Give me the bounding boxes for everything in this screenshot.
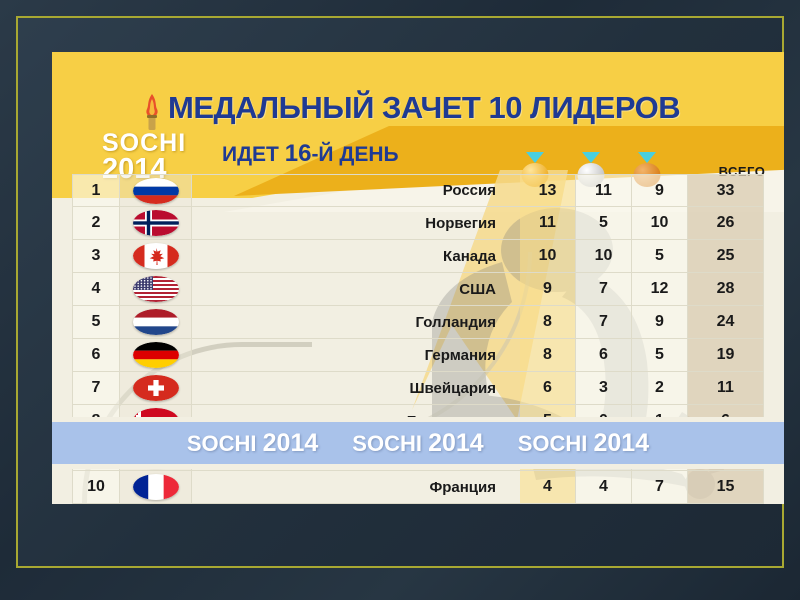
country-name-cell: Швейцария [192, 372, 520, 405]
flag-cell [120, 471, 192, 504]
flag-russia-icon [132, 177, 179, 204]
bronze-count-cell: 12 [632, 273, 688, 306]
bronze-count-cell: 9 [632, 306, 688, 339]
gold-count-cell: 11 [520, 207, 576, 240]
subtitle-day-number: 16 [284, 140, 312, 167]
country-name-cell: Россия [192, 174, 520, 207]
slide-frame: МЕДАЛЬНЫЙ ЗАЧЕТ 10 ЛИДЕРОВ SOCHI 2014 ИД… [16, 16, 784, 568]
ribbon-logo-year: 2014 [428, 428, 484, 457]
gold-count-cell: 13 [520, 174, 576, 207]
country-name-cell: Германия [192, 339, 520, 372]
bronze-count-cell: 9 [632, 174, 688, 207]
bronze-count-cell: 5 [632, 339, 688, 372]
flag-cell [120, 339, 192, 372]
ribbon-logo-item: SOCHI 2014 [187, 429, 318, 458]
silver-count-cell: 4 [576, 471, 632, 504]
subtitle-suffix: -Й ДЕНЬ [311, 143, 399, 166]
total-count-cell: 15 [688, 471, 764, 504]
logo-line-sochi: SOCHI [102, 129, 187, 157]
silver-count-cell: 7 [576, 273, 632, 306]
flag-germany-icon [132, 342, 179, 368]
ribbon-logo-item: SOCHI 2014 [518, 429, 649, 458]
silver-count-cell: 10 [576, 240, 632, 273]
silver-count-cell: 7 [576, 306, 632, 339]
silver-count-cell: 5 [576, 207, 632, 240]
gold-count-cell: 8 [520, 339, 576, 372]
silver-count-cell: 6 [576, 339, 632, 372]
gold-ribbon-gem [526, 152, 544, 163]
flag-cell [120, 273, 192, 306]
table-row[interactable]: 4 США 9 7 12 28 [72, 273, 764, 306]
flag-switzerland-icon [132, 375, 179, 401]
total-count-cell: 24 [688, 306, 764, 339]
bronze-count-cell: 5 [632, 240, 688, 273]
ribbon-logo-name: SOCHI [352, 430, 429, 456]
silver-ribbon-gem [582, 152, 600, 163]
table-row[interactable]: 1 Россия 13 11 9 33 [72, 174, 764, 207]
total-count-cell: 26 [688, 207, 764, 240]
country-name-cell: Голландия [192, 306, 520, 339]
medal-standings-table: 1 Россия 13 11 9 33 2 Норвегия 11 5 10 26 3 Канада 10 1… [72, 174, 764, 504]
gold-count-cell: 10 [520, 240, 576, 273]
flag-norway-icon [132, 210, 179, 236]
flag-cell [120, 174, 192, 207]
bronze-count-cell: 10 [632, 207, 688, 240]
table-row[interactable]: 6 Германия 8 6 5 19 [72, 339, 764, 372]
flag-cell [120, 207, 192, 240]
gold-count-cell: 9 [520, 273, 576, 306]
table-row[interactable]: 3 Канада 10 10 5 25 [72, 240, 764, 273]
rank-cell: 3 [72, 240, 120, 273]
ribbon-top-edge [52, 417, 784, 422]
flag-cell [120, 240, 192, 273]
rank-cell: 6 [72, 339, 120, 372]
ribbon-logo-year: 2014 [593, 428, 650, 457]
flag-canada-icon [132, 243, 179, 269]
gold-count-cell: 8 [520, 306, 576, 339]
bronze-count-cell: 2 [632, 372, 688, 405]
table-row[interactable]: 2 Норвегия 11 5 10 26 [72, 207, 764, 240]
flag-cell [120, 372, 192, 405]
rank-cell: 1 [72, 174, 120, 207]
ribbon-logo-name: SOCHI [186, 430, 263, 456]
rank-cell: 10 [72, 471, 120, 504]
bronze-count-cell: 7 [632, 471, 688, 504]
rank-cell: 5 [72, 306, 120, 339]
torch-icon [140, 94, 164, 132]
table-row[interactable]: 10 Франция 4 4 7 15 [72, 471, 764, 504]
total-count-cell: 25 [688, 240, 764, 273]
country-name-cell: США [192, 273, 520, 306]
day-counter-subtitle: ИДЕТ 16-Й ДЕНЬ [222, 140, 399, 168]
flag-cell [120, 306, 192, 339]
rank-cell: 4 [72, 273, 120, 306]
subtitle-prefix: ИДЕТ [222, 143, 285, 166]
ribbon-bottom-edge [52, 464, 784, 469]
table-row[interactable]: 7 Швейцария 6 3 2 11 [72, 372, 764, 405]
silver-count-cell: 3 [576, 372, 632, 405]
bottom-ribbon: SOCHI 2014 SOCHI 2014 SOCHI 2014 [52, 417, 784, 469]
total-count-cell: 19 [688, 339, 764, 372]
total-count-cell: 33 [688, 174, 764, 207]
ribbon-logo-item: SOCHI 2014 [352, 429, 483, 458]
flag-france-icon [132, 474, 179, 500]
rank-cell: 2 [72, 207, 120, 240]
medal-standings-poster: МЕДАЛЬНЫЙ ЗАЧЕТ 10 ЛИДЕРОВ SOCHI 2014 ИД… [52, 52, 784, 504]
country-name-cell: Норвегия [192, 207, 520, 240]
ribbon-logo-year: 2014 [262, 428, 319, 457]
country-name-cell: Канада [192, 240, 520, 273]
flag-netherlands-icon [132, 309, 179, 335]
flag-usa-icon [132, 276, 179, 302]
silver-count-cell: 11 [576, 174, 632, 207]
country-name-cell: Франция [192, 471, 520, 504]
table-row[interactable]: 5 Голландия 8 7 9 24 [72, 306, 764, 339]
page-title: МЕДАЛЬНЫЙ ЗАЧЕТ 10 ЛИДЕРОВ [168, 90, 681, 125]
total-count-cell: 11 [688, 372, 764, 405]
rank-cell: 7 [72, 372, 120, 405]
total-count-cell: 28 [688, 273, 764, 306]
ribbon-logo-name: SOCHI [517, 430, 594, 456]
bronze-ribbon-gem [638, 152, 656, 163]
gold-count-cell: 4 [520, 471, 576, 504]
gold-count-cell: 6 [520, 372, 576, 405]
